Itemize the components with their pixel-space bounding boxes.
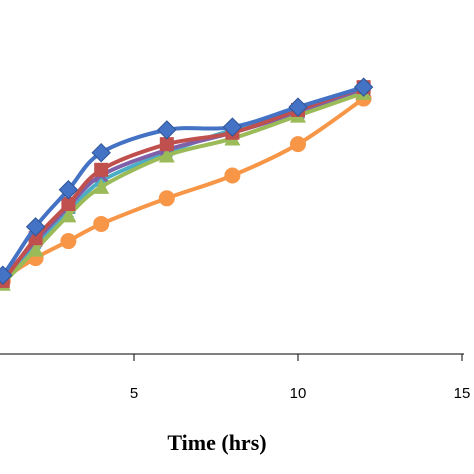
series-line-triangle [0,90,365,290]
series-line-square [0,85,365,288]
point-diamond-2 [25,217,46,237]
x-tick-label-10: 10 [290,385,307,402]
point-circle-7 [290,136,306,153]
point-circle-6 [224,167,241,184]
point-square-3 [61,197,76,211]
point-circle-5 [158,190,175,207]
point-diamond-8 [353,77,374,97]
point-diamond-1 [0,265,13,285]
point-circle-3 [60,233,77,250]
point-circle-4 [93,215,110,232]
plot-area [0,77,374,291]
series-line-circle [0,96,365,287]
point-diamond-5 [157,120,177,140]
x-tick-label-5: 5 [130,385,138,402]
point-diamond-7 [288,97,308,117]
x-axis: 5 10 15 [0,353,471,402]
series-diamond [0,77,374,285]
point-triangle-3 [60,207,77,223]
point-triangle-2 [27,241,44,257]
series-line-diamond [0,85,365,282]
x-axis-title: Time (hrs) [167,430,266,455]
point-square-4 [94,162,109,177]
point-diamond-4 [91,142,111,163]
point-diamond-3 [58,180,79,200]
point-diamond-6 [222,117,243,137]
point-square-5 [159,137,174,152]
x-tick-label-15: 15 [454,385,471,402]
point-triangle-5 [158,147,175,163]
point-triangle-4 [93,178,110,194]
